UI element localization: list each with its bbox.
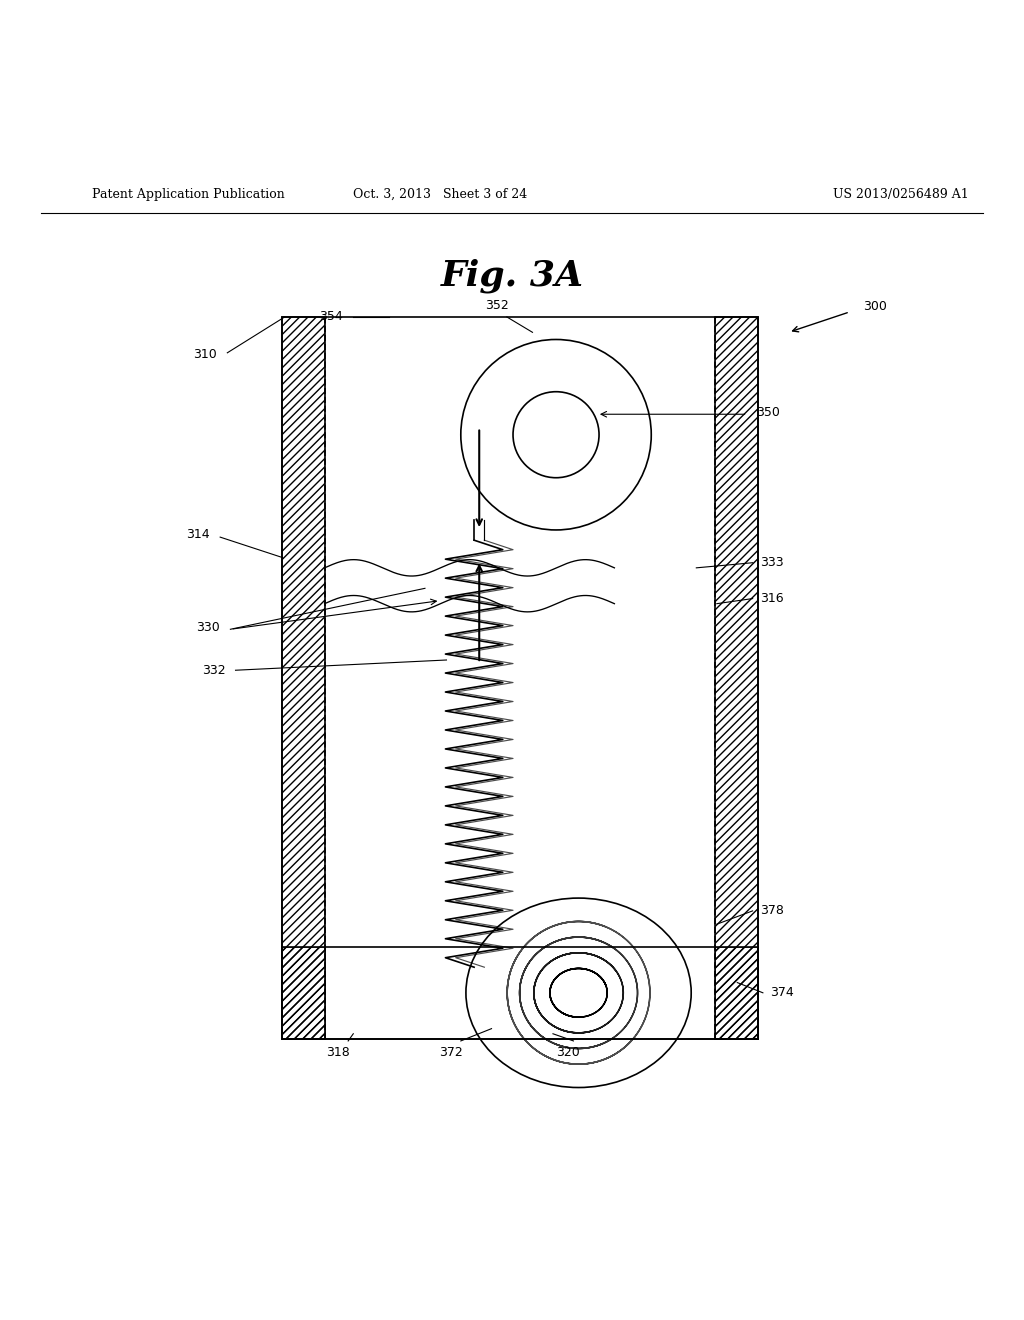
Text: 374: 374 bbox=[770, 986, 794, 999]
Text: 350: 350 bbox=[756, 405, 779, 418]
Text: 372: 372 bbox=[438, 1045, 463, 1059]
Text: 354: 354 bbox=[319, 310, 343, 323]
Text: 318: 318 bbox=[326, 1045, 350, 1059]
Text: 320: 320 bbox=[556, 1045, 581, 1059]
Text: Oct. 3, 2013   Sheet 3 of 24: Oct. 3, 2013 Sheet 3 of 24 bbox=[353, 187, 527, 201]
Text: US 2013/0256489 A1: US 2013/0256489 A1 bbox=[834, 187, 969, 201]
Bar bbox=[715, 946, 758, 1039]
Text: Patent Application Publication: Patent Application Publication bbox=[92, 187, 285, 201]
Text: Fig. 3A: Fig. 3A bbox=[440, 259, 584, 293]
Text: 310: 310 bbox=[194, 348, 217, 362]
Text: 332: 332 bbox=[202, 664, 225, 677]
Bar bbox=[282, 317, 325, 1039]
Text: 333: 333 bbox=[760, 556, 783, 569]
Bar bbox=[282, 946, 325, 1039]
Text: 378: 378 bbox=[760, 904, 783, 917]
Text: 330: 330 bbox=[197, 620, 220, 634]
Bar bbox=[282, 946, 758, 1039]
Bar bbox=[282, 317, 758, 1039]
Text: 314: 314 bbox=[186, 528, 210, 541]
Bar bbox=[715, 317, 758, 1039]
Text: 352: 352 bbox=[484, 298, 509, 312]
Text: 300: 300 bbox=[863, 300, 887, 313]
Text: 316: 316 bbox=[760, 593, 783, 605]
